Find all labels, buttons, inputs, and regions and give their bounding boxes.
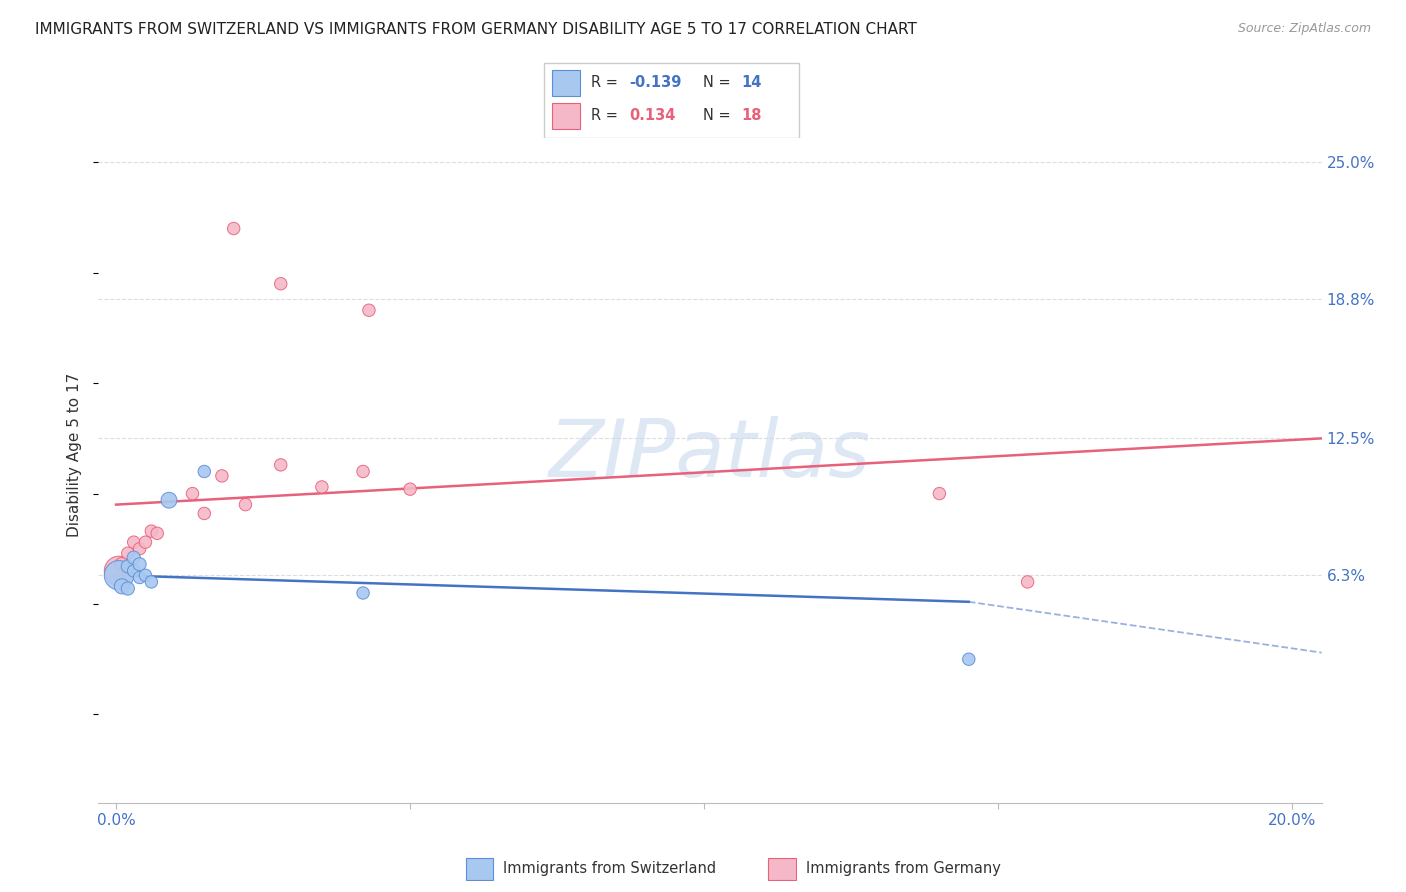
Point <box>1017 574 1039 589</box>
Point <box>117 546 139 560</box>
Point <box>352 586 374 600</box>
Text: 0.134: 0.134 <box>630 109 676 123</box>
Point <box>108 568 131 582</box>
Point <box>111 579 134 593</box>
Point <box>146 526 169 541</box>
Text: N =: N = <box>703 75 735 90</box>
Point <box>352 465 374 479</box>
Text: N =: N = <box>703 109 735 123</box>
Point <box>193 465 215 479</box>
Text: IMMIGRANTS FROM SWITZERLAND VS IMMIGRANTS FROM GERMANY DISABILITY AGE 5 TO 17 CO: IMMIGRANTS FROM SWITZERLAND VS IMMIGRANT… <box>35 22 917 37</box>
Point <box>928 486 950 500</box>
Point <box>270 458 292 472</box>
Y-axis label: Disability Age 5 to 17: Disability Age 5 to 17 <box>67 373 83 537</box>
Text: -0.139: -0.139 <box>630 75 682 90</box>
Text: 18: 18 <box>741 109 762 123</box>
Text: R =: R = <box>591 109 623 123</box>
Point <box>128 570 150 584</box>
Point <box>222 221 245 235</box>
Bar <box>551 70 581 95</box>
Bar <box>551 103 581 129</box>
Point <box>108 564 131 578</box>
Text: R =: R = <box>591 75 623 90</box>
Text: ZIPatlas: ZIPatlas <box>548 416 872 494</box>
Text: 14: 14 <box>741 75 762 90</box>
Point <box>211 469 233 483</box>
Point <box>122 564 145 578</box>
Point <box>181 486 204 500</box>
FancyBboxPatch shape <box>544 63 799 137</box>
Point <box>193 507 215 521</box>
Point <box>270 277 292 291</box>
Point <box>117 582 139 596</box>
Point <box>134 535 156 549</box>
Text: Immigrants from Germany: Immigrants from Germany <box>806 862 1001 876</box>
Point <box>399 482 422 496</box>
Point <box>111 558 134 572</box>
Point <box>128 558 150 572</box>
Point <box>357 303 380 318</box>
Point <box>235 498 257 512</box>
Point <box>117 559 139 574</box>
Text: Immigrants from Switzerland: Immigrants from Switzerland <box>503 862 717 876</box>
Point <box>311 480 333 494</box>
Point <box>122 535 145 549</box>
Point <box>134 568 156 582</box>
Point <box>957 652 980 666</box>
Point <box>122 550 145 565</box>
Point <box>141 524 163 538</box>
Text: Source: ZipAtlas.com: Source: ZipAtlas.com <box>1237 22 1371 36</box>
Point <box>157 493 180 508</box>
Point <box>128 541 150 556</box>
Point <box>141 574 163 589</box>
